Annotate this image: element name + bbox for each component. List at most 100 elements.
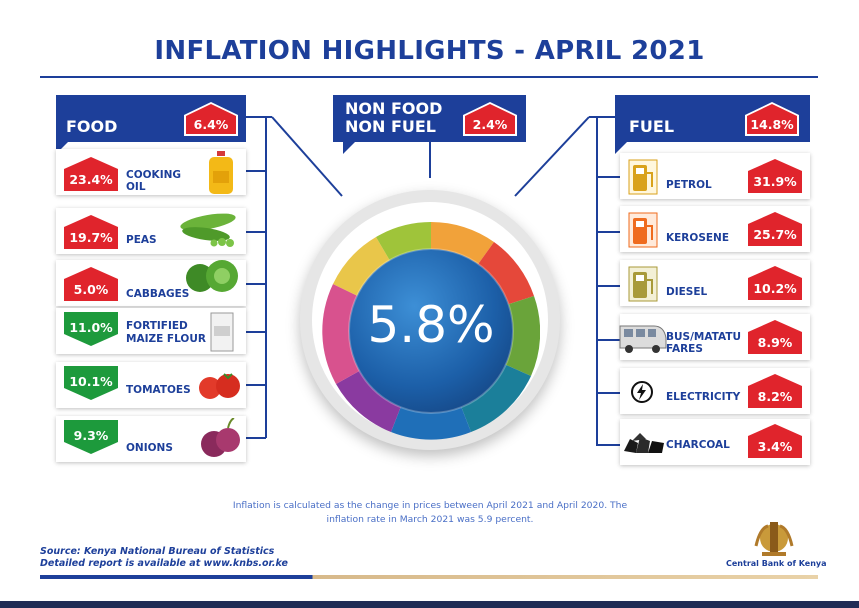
down-arrow-icon: [64, 420, 118, 454]
food-item-maize-flour: 11.0% FORTIFIED MAIZE FLOUR: [56, 308, 246, 354]
food-label: FOOD: [66, 117, 118, 136]
food-item-cooking-oil: 23.4% COOKING OIL: [56, 149, 246, 195]
item-value: 9.3%: [73, 428, 109, 443]
food-connector: [246, 116, 272, 118]
item-label-line1: BUS/MATATU: [666, 331, 742, 343]
nonfood-banner: NON FOOD NON FUEL 2.4%: [333, 95, 526, 154]
up-arrow-icon: [748, 424, 802, 458]
fuel-connector: [596, 285, 620, 287]
item-value: 10.1%: [69, 374, 113, 389]
item-label-line1: CHARCOAL: [666, 439, 730, 451]
food-item-peas: 19.7% PEAS: [56, 208, 246, 254]
item-badge: 25.7%: [748, 212, 802, 246]
inflation-dial: [322, 222, 540, 440]
cooking-oil-icon: [209, 151, 233, 194]
fuel-banner: FUEL 14.8%: [615, 95, 810, 154]
food-item-onions: 9.3% ONIONS: [56, 416, 246, 462]
food-connector: [246, 231, 266, 233]
item-badge: 9.3%: [64, 420, 118, 454]
item-value: 31.9%: [753, 174, 797, 189]
fuel-connector: [596, 116, 598, 446]
item-label-line1: ELECTRICITY: [666, 391, 741, 403]
item-badge: 19.7%: [64, 215, 118, 249]
item-badge: 11.0%: [64, 312, 118, 346]
charcoal-icon: [624, 433, 664, 453]
footer-divider: [40, 575, 818, 579]
food-banner: FOOD 6.4%: [56, 95, 246, 154]
source-note: Source: Kenya National Bureau of Statist…: [40, 546, 288, 570]
source-line-2: Detailed report is available at www.knbs…: [40, 558, 288, 569]
fuel-item-kerosene: KEROSENE 25.7%: [620, 206, 810, 252]
item-badge: 10.2%: [748, 266, 802, 300]
food-badge: 6.4%: [184, 102, 238, 136]
item-label-line1: FORTIFIED: [126, 320, 188, 332]
item-label-line1: PEAS: [126, 234, 157, 246]
item-badge: 23.4%: [64, 157, 118, 191]
item-label-line2: FARES: [666, 343, 703, 355]
nonfood-label-line2: NON FUEL: [345, 117, 436, 136]
fuel-label: FUEL: [629, 117, 675, 136]
fuel-pump-icon: [628, 159, 658, 195]
item-value: 23.4%: [69, 172, 113, 187]
onion-icon: [201, 418, 240, 457]
food-connector: [246, 384, 266, 386]
up-arrow-icon: [748, 320, 802, 354]
note-line-1: Inflation is calculated as the change in…: [232, 500, 628, 511]
cabbage-icon: [186, 260, 238, 292]
cbk-logo-icon: [754, 522, 794, 556]
item-badge: 5.0%: [64, 267, 118, 301]
up-arrow-icon: [64, 267, 118, 301]
title-divider: [40, 76, 818, 78]
item-label-line1: TOMATOES: [126, 384, 191, 396]
item-value: 8.9%: [757, 335, 793, 350]
fuel-connector: [596, 392, 620, 394]
up-arrow-icon: [748, 374, 802, 408]
fuel-item-electricity: ELECTRICITY 8.2%: [620, 368, 810, 414]
page-title: INFLATION HIGHLIGHTS - APRIL 2021: [154, 36, 705, 66]
item-value: 10.2%: [753, 281, 797, 296]
item-badge: 10.1%: [64, 366, 118, 400]
item-badge: 3.4%: [748, 424, 802, 458]
item-label-line2: MAIZE FLOUR: [126, 333, 206, 345]
item-label-line1: COOKING: [126, 169, 182, 181]
fuel-item-diesel: DIESEL 10.2%: [620, 260, 810, 306]
page-bottom-band: [0, 601, 859, 608]
fuel-badge: 14.8%: [745, 102, 799, 136]
fuel-item-charcoal: CHARCOAL 3.4%: [620, 419, 810, 465]
tomato-icon: [199, 373, 240, 399]
fuel-item-petrol: PETROL 31.9%: [620, 153, 810, 199]
up-arrow-icon: [748, 266, 802, 300]
item-label-line1: DIESEL: [666, 286, 708, 298]
food-connector: [246, 437, 266, 439]
lightning-icon: [631, 381, 653, 403]
source-line-1: Source: Kenya National Bureau of Statist…: [40, 546, 275, 557]
up-arrow-icon: [64, 157, 118, 191]
food-connector: [246, 170, 266, 172]
peas-icon: [180, 213, 236, 247]
item-label-line1: PETROL: [666, 179, 712, 191]
nonfood-label-line1: NON FOOD: [345, 99, 443, 118]
fuel-connector: [589, 116, 615, 118]
down-arrow-icon: [64, 312, 118, 346]
nonfood-badge: 2.4%: [463, 102, 517, 136]
food-connector: [246, 331, 266, 333]
item-value: 19.7%: [69, 230, 113, 245]
food-connector: [265, 116, 267, 438]
item-value: 25.7%: [753, 227, 797, 242]
item-badge: 8.9%: [748, 320, 802, 354]
fuel-item-bus-matatu: BUS/MATATU FARES 8.9%: [619, 314, 810, 360]
up-arrow-icon: [184, 102, 238, 136]
item-label-line2: OIL: [126, 181, 146, 193]
fuel-pump-icon: [628, 266, 658, 302]
up-arrow-icon: [64, 215, 118, 249]
food-item-tomatoes: 10.1% TOMATOES: [56, 362, 246, 408]
fuel-pump-icon: [628, 212, 658, 248]
down-arrow-icon: [64, 366, 118, 400]
fuel-connector: [596, 444, 620, 446]
up-arrow-icon: [745, 102, 799, 136]
food-connector: [246, 283, 266, 285]
up-arrow-icon: [463, 102, 517, 136]
note-line-2: inflation rate in March 2021 was 5.9 per…: [326, 514, 534, 525]
maize-flour-icon: [210, 312, 234, 352]
